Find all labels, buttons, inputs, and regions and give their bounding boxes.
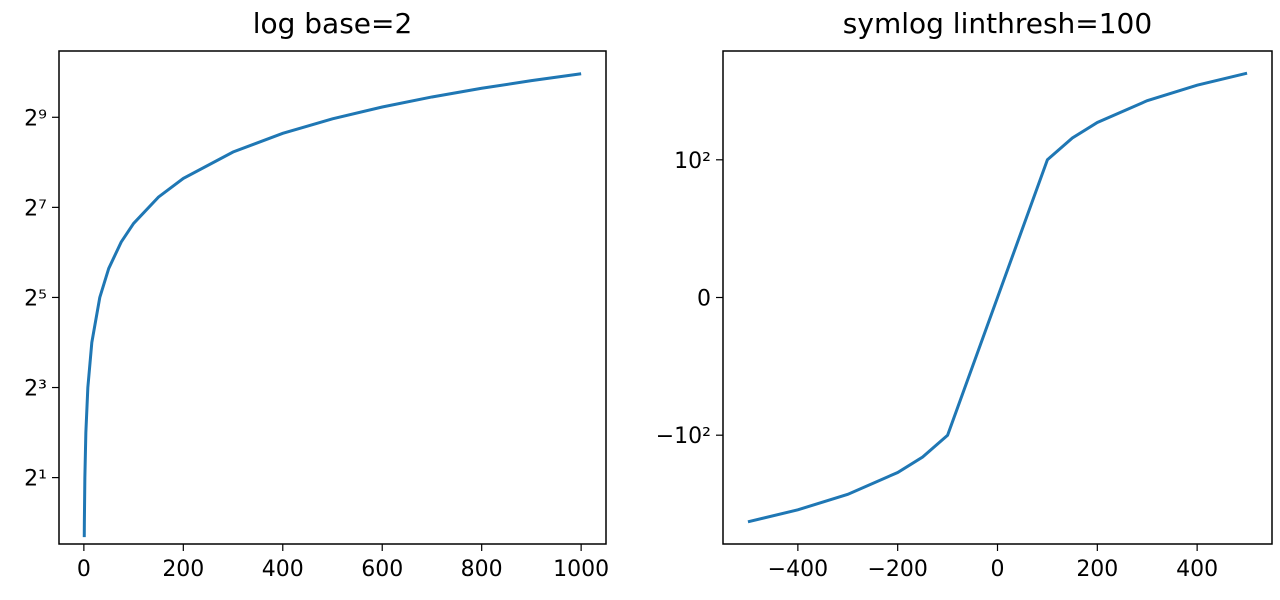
x-tick-label: 0	[991, 557, 1005, 582]
y-tick-label: 2¹	[24, 467, 47, 492]
y-tick-label: 0	[697, 287, 711, 312]
x-tick-label: 400	[1176, 557, 1218, 582]
x-tick-label: 800	[461, 557, 503, 582]
chart-title: symlog linthresh=100	[843, 7, 1152, 40]
x-tick-label: 0	[77, 557, 91, 582]
y-tick-label: 2⁷	[24, 196, 47, 221]
chart-title: log base=2	[253, 7, 413, 40]
x-tick-label: −400	[768, 557, 828, 582]
line-series	[82, 72, 582, 538]
y-tick-label: 2⁹	[24, 106, 47, 131]
x-tick-label: 400	[262, 557, 304, 582]
y-tick-label: 2³	[24, 377, 47, 402]
x-tick-label: 200	[162, 557, 204, 582]
y-tick-label: −10²	[656, 424, 711, 449]
line-series	[747, 71, 1248, 524]
x-tick-label: −200	[867, 557, 927, 582]
x-tick-label: 200	[1076, 557, 1118, 582]
x-tick-label: 1000	[553, 557, 609, 582]
x-tick-label: 600	[361, 557, 403, 582]
axes-frame	[722, 50, 1273, 545]
axes-frame	[58, 50, 607, 545]
y-tick-label: 2⁵	[24, 286, 47, 311]
y-tick-label: 10²	[674, 149, 711, 174]
